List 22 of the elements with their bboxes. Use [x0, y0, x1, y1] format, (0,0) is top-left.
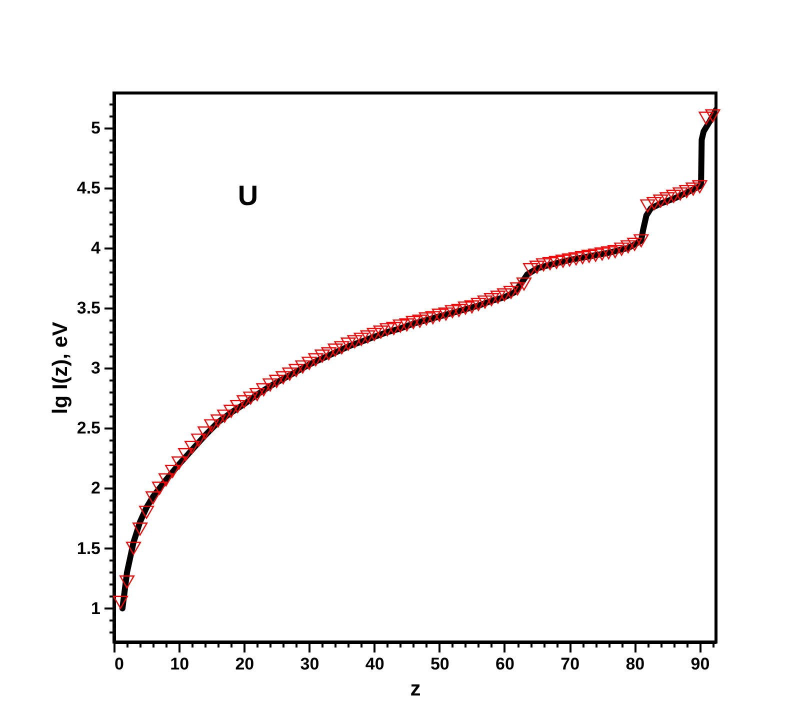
y-tick-label: 2.5: [76, 418, 100, 438]
x-tick-label: 30: [300, 654, 320, 674]
x-axis-title: z: [410, 678, 421, 700]
x-tick-label: 90: [690, 654, 710, 674]
y-tick-label: 3.5: [76, 298, 100, 318]
x-tick-label: 50: [430, 654, 450, 674]
x-tick-label: 70: [560, 654, 580, 674]
y-tick-label: 1: [91, 598, 100, 618]
x-tick-label: 0: [114, 654, 124, 674]
y-tick-label: 3: [91, 358, 100, 378]
y-tick-label: 4: [91, 238, 102, 258]
y-tick-label: 5: [91, 118, 100, 138]
x-tick-label: 60: [496, 654, 514, 674]
y-tick-label: 4.5: [76, 178, 100, 198]
x-tick-label: 10: [170, 654, 190, 674]
y-axis-title: lg I(z), eV: [48, 322, 72, 414]
y-tick-label: 1.5: [76, 538, 100, 558]
annotation: U: [238, 180, 258, 211]
x-tick-label: 40: [365, 654, 384, 674]
y-tick-label: 2: [91, 478, 100, 498]
x-tick-label: 20: [235, 654, 254, 674]
x-tick-label: 80: [626, 654, 645, 674]
